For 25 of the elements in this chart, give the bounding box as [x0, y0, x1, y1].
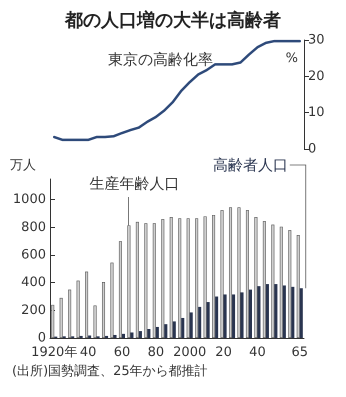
y-tick-label: 200: [21, 302, 46, 318]
y-tick-label: 20: [308, 68, 325, 84]
x-tick-label: 20: [215, 345, 232, 360]
y-tick-label: 30: [308, 32, 325, 48]
x-tick-label: 60: [114, 345, 130, 360]
y-tick-label: 0: [38, 330, 46, 346]
x-tick-label: 40: [80, 345, 96, 360]
y-axis-title: %: [286, 51, 298, 66]
text: 高齢者人口: [212, 156, 288, 174]
series-label: 生産年齢人口: [89, 174, 180, 192]
y-tick-label: 800: [21, 220, 46, 235]
x-tick-label: 1920年: [31, 345, 78, 360]
chart-title: 都の人口増の大半は高齢者: [64, 9, 282, 32]
y-tick-label: 600: [21, 248, 46, 263]
x-tick-label: 80: [148, 345, 164, 360]
annotation: 東京の高齢化率: [108, 50, 213, 68]
x-tick-label: 65: [291, 345, 308, 360]
x-tick-label: 2000: [173, 345, 206, 360]
x-tick-label: 40: [249, 345, 266, 360]
y-tick-label: 1000: [12, 192, 46, 208]
y-tick-label: 10: [308, 105, 325, 120]
y-axis-title: 万人: [10, 158, 36, 173]
text: (出所)国勢調査、25年から都推計: [11, 363, 209, 380]
y-tick-label: 400: [21, 275, 46, 290]
y-tick-label: 0: [308, 142, 316, 156]
